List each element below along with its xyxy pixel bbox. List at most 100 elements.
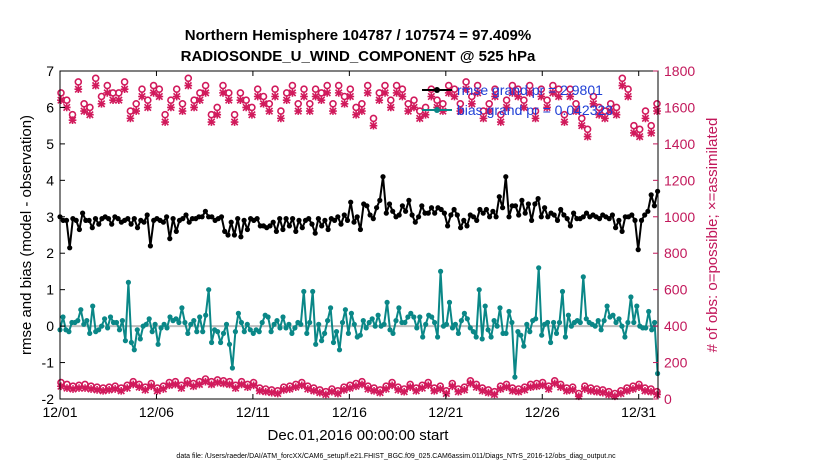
bias-point (604, 303, 610, 309)
obs-assimilated-low-point (159, 385, 168, 393)
rmse-point (458, 225, 464, 231)
bias-point (182, 319, 188, 326)
obs-assimilated-low-point (69, 385, 77, 393)
y-axis-right-ticks: 0 200 400 600 800 1000 1200 1400 1600 1800 (653, 63, 695, 407)
rmse-point (228, 219, 234, 225)
bias-point (96, 327, 102, 333)
bias-point (298, 321, 304, 327)
obs-possible-point (271, 85, 279, 93)
obs-assimilated-point (404, 107, 413, 115)
obs-possible-point (537, 85, 546, 93)
obs-assimilated-point (525, 89, 534, 97)
bias-point (601, 318, 607, 324)
obs-assimilated-low-point (382, 385, 390, 393)
obs-assimilated-point (468, 99, 476, 108)
obs-possible-point (508, 81, 517, 90)
bias-point (215, 329, 221, 335)
rmse-point (554, 217, 561, 223)
obs-possible-point (635, 125, 644, 134)
rmse-point (86, 217, 92, 223)
rmse-point (480, 210, 486, 216)
obs-assimilated-point (86, 110, 94, 119)
rmse-point (477, 206, 483, 213)
rmse-point (438, 206, 444, 213)
obs-possible-point (439, 100, 447, 108)
bias-point (289, 330, 295, 336)
obs-assimilated-low-point (81, 384, 89, 392)
obs-assimilated-low-point (394, 386, 402, 394)
obs-assimilated-low-point (303, 385, 312, 393)
obs-possible-point (57, 89, 65, 97)
obs-assimilated-low-point (617, 389, 625, 398)
rmse-point (500, 205, 506, 211)
obs-possible-point (531, 107, 540, 115)
obs-assimilated-low-point (448, 382, 457, 391)
obs-assimilated-point (346, 92, 355, 101)
rmse-point (529, 217, 535, 223)
bias-point (414, 325, 420, 331)
rmse-point (558, 206, 564, 213)
data-file-footnote: data file: /Users/raeder/DAI/ATM_forcXX/… (176, 453, 616, 460)
obs-possible-point (334, 81, 343, 90)
obs-assimilated-low-point (436, 385, 445, 393)
bias-point (78, 307, 84, 313)
obs-possible-point (363, 81, 372, 90)
bias-point (119, 318, 125, 324)
obs-possible-point (80, 100, 88, 108)
obs-assimilated-point (138, 92, 146, 101)
bias-point (158, 325, 164, 331)
obs-assimilated-point (496, 118, 505, 126)
bias-point (610, 312, 616, 318)
bias-point (435, 334, 441, 340)
obs-possible-point (456, 100, 465, 108)
obs-assimilated-low-point (406, 383, 415, 391)
legend-rmse-label: rmse grand pr = 2.9801 (457, 82, 603, 98)
bias-point (568, 323, 575, 329)
y-left-tick-label: 0 (46, 318, 54, 334)
rmse-point (496, 194, 502, 200)
obs-assimilated-point (242, 103, 250, 112)
bias-point (200, 329, 206, 335)
bias-point (396, 305, 402, 311)
obs-assimilated-low-point (255, 386, 264, 395)
rmse-point (432, 210, 438, 216)
rmse-point (238, 234, 244, 240)
bias-point (387, 327, 393, 333)
obs-possible-point (485, 100, 494, 108)
obs-assimilated-point (288, 89, 297, 97)
bias-point (551, 319, 557, 326)
obs-assimilated-low-point (430, 386, 439, 395)
obs-assimilated-low-point (63, 384, 71, 392)
bias-point (173, 316, 179, 322)
x-tick-label: 12/21 (428, 404, 463, 420)
obs-assimilated-point (253, 92, 262, 101)
obs-possible-point (386, 96, 395, 104)
rmse-point (202, 208, 208, 214)
rmse-point (538, 214, 544, 220)
obs-assimilated-point (502, 103, 511, 112)
y-right-tick-label: 1400 (664, 136, 695, 152)
bias-point (390, 330, 396, 336)
bias-point (209, 339, 215, 346)
rmse-point (315, 216, 321, 222)
obs-assimilated-point (601, 114, 609, 123)
y-left-tick-label: -1 (42, 355, 55, 371)
rmse-point (425, 210, 431, 216)
bias-point (283, 325, 289, 331)
obs-assimilated-point (583, 132, 592, 141)
bias-point (381, 321, 387, 327)
bias-point (107, 314, 114, 320)
obs-assimilated-low-point (653, 390, 661, 399)
obs-assimilated-point (606, 107, 615, 115)
bias-point (188, 321, 194, 327)
rmse-point (519, 197, 525, 203)
bias-point (313, 341, 319, 347)
rmse-point (354, 214, 360, 220)
obs-assimilated-point (456, 107, 465, 115)
bias-point (259, 319, 265, 326)
rmse-point (409, 212, 415, 218)
bias-point (622, 334, 628, 340)
bias-point (81, 321, 87, 327)
bias-point (423, 321, 429, 327)
bias-point (438, 268, 444, 274)
